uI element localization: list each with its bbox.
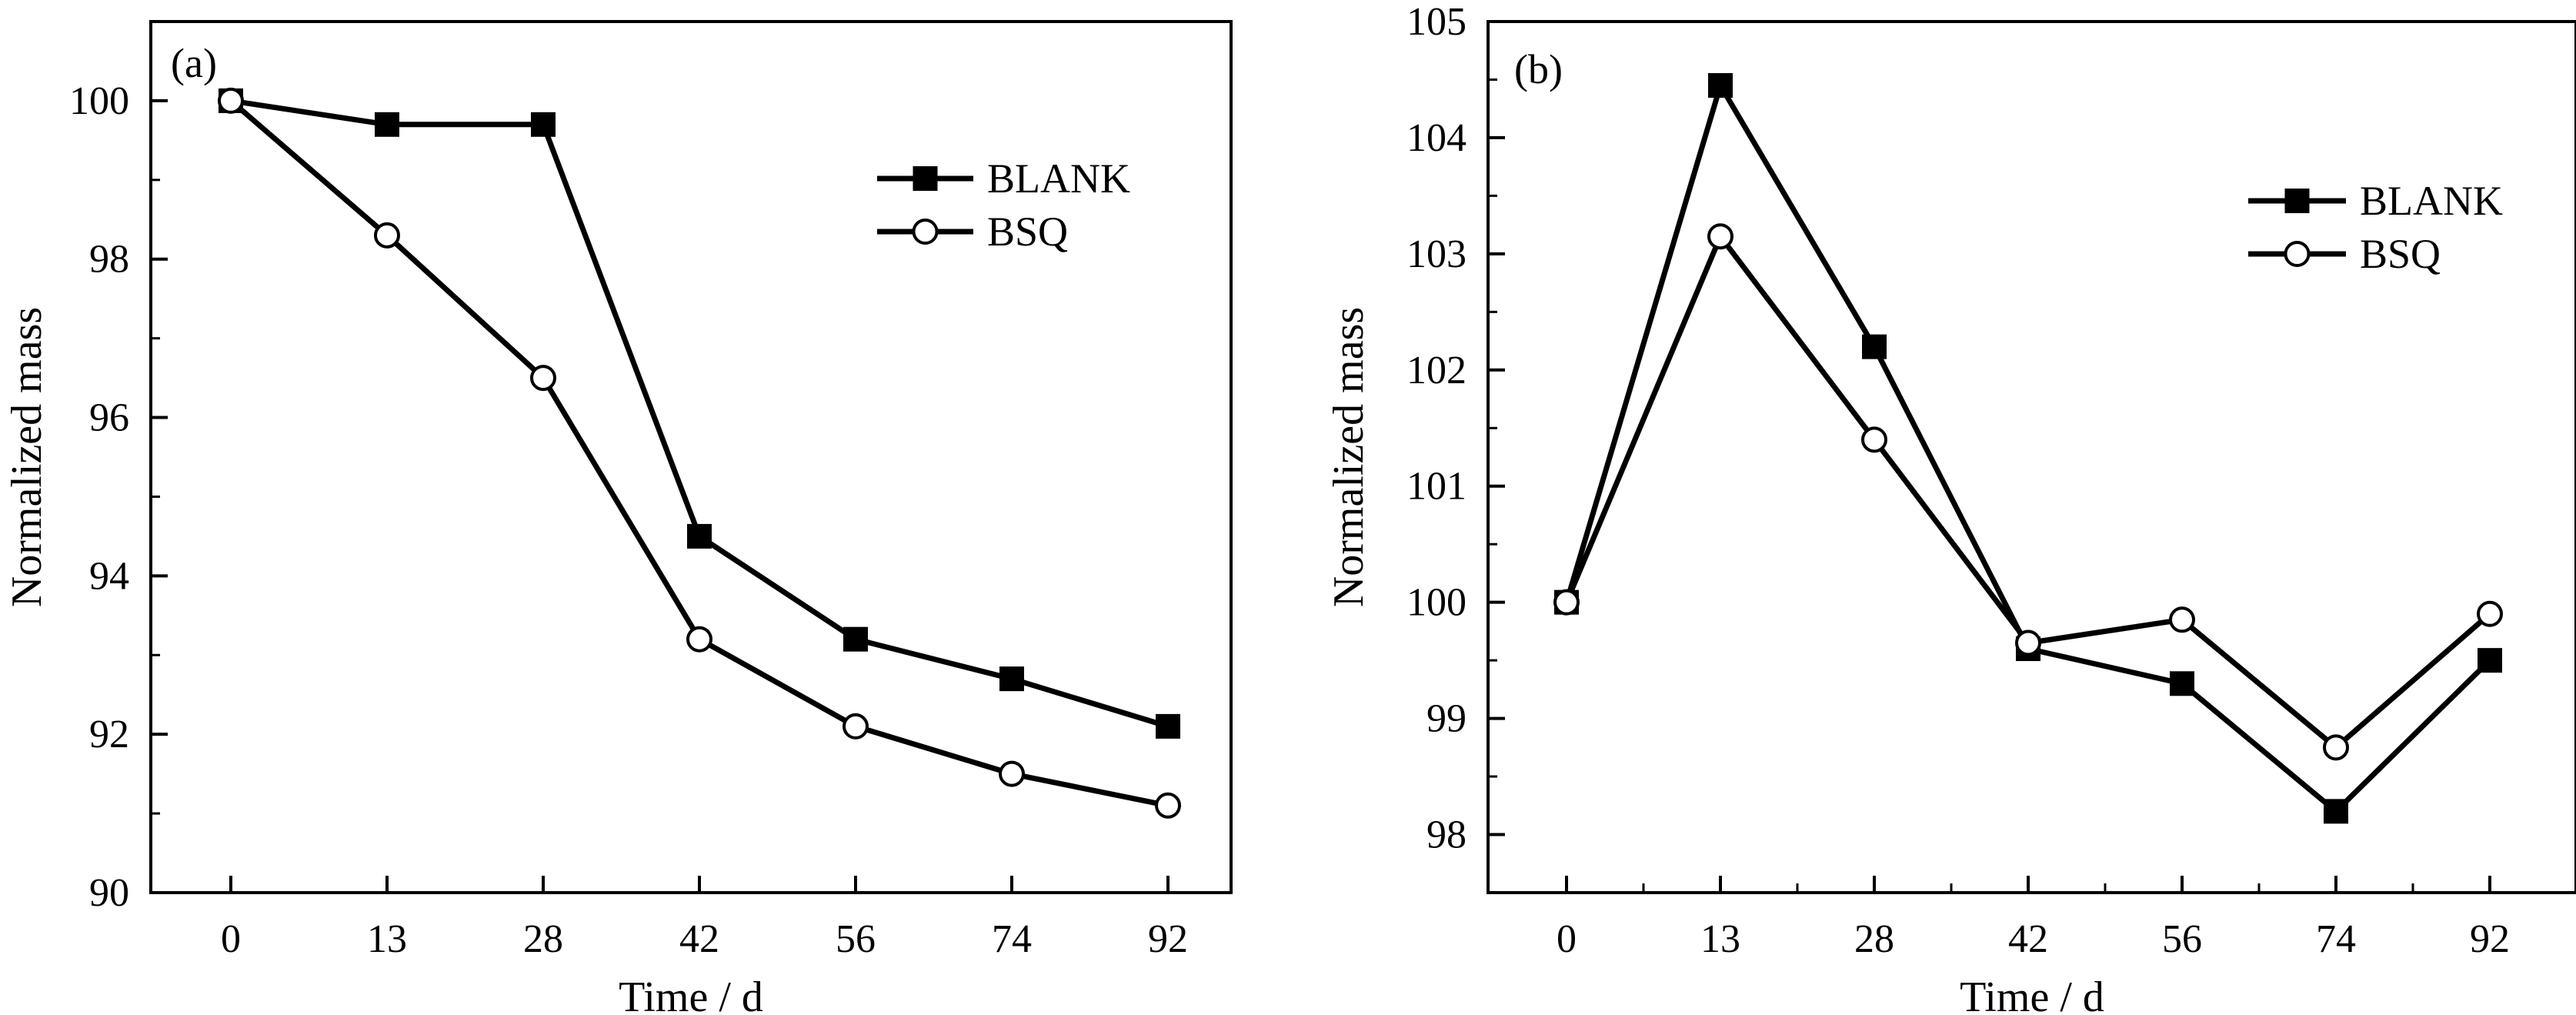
y-tick-label-0-2: 94: [89, 554, 129, 598]
x-axis-label-1: Time / d: [1960, 973, 2104, 1015]
x-tick-label-0-0: 0: [221, 917, 241, 961]
x-tick-label-0-1: 13: [367, 917, 407, 961]
blank-point-0-4: [843, 626, 868, 652]
blank-legend-label-0: BLANK: [987, 155, 1130, 202]
panel-label-0: (a): [171, 40, 217, 86]
blank-point-0-3: [687, 523, 712, 549]
y-tick-label-0-3: 96: [89, 396, 129, 440]
x-tick-label-1-5: 74: [2316, 917, 2356, 961]
panel-label-1: (b): [1514, 46, 1563, 92]
blank-legend-marker-1: [2284, 189, 2310, 213]
y-axis-label-1: Normalized mass: [1325, 307, 1373, 607]
x-tick-label-0-3: 42: [679, 917, 719, 961]
x-tick-label-1-6: 92: [2470, 917, 2510, 961]
chart-panel-1: 98 99 100 101 102 103 104 105 0 13 28 42 56 74 92 (b) Ti…: [1325, 0, 2576, 1015]
x-tick-label-1-1: 13: [1700, 917, 1740, 961]
x-tick-label-0-2: 28: [523, 917, 563, 961]
bsq-point-1-0: [1553, 589, 1580, 616]
y-tick-label-1-1: 99: [1426, 697, 1467, 741]
bsq-legend-marker-0: [912, 219, 939, 245]
y-tick-label-0-1: 92: [89, 713, 129, 756]
blank-point-1-1: [1708, 73, 1733, 98]
plot-frame-0: [149, 20, 1233, 894]
blank-point-0-5: [999, 666, 1024, 692]
bsq-point-1-3: [2015, 629, 2041, 656]
x-tick-label-0-5: 74: [992, 917, 1032, 961]
blank-point-1-5: [2324, 799, 2348, 824]
x-tick-label-1-2: 28: [1854, 917, 1894, 961]
bsq-point-0-4: [843, 713, 869, 740]
bsq-point-0-6: [1155, 792, 1181, 819]
y-tick-label-1-0: 98: [1426, 813, 1467, 857]
bsq-point-0-0: [218, 87, 244, 114]
y-tick-label-1-7: 105: [1406, 0, 1467, 44]
y-tick-label-1-5: 103: [1406, 232, 1467, 276]
bsq-point-0-1: [374, 222, 400, 249]
y-tick-label-0-5: 100: [69, 79, 129, 123]
y-tick-label-0-4: 98: [89, 238, 129, 282]
blank-legend-marker-0: [913, 166, 938, 191]
y-tick-label-0-0: 90: [89, 871, 129, 915]
blank-point-0-1: [375, 112, 399, 137]
blank-point-0-6: [1156, 713, 1180, 739]
bsq-legend-label-0: BSQ: [987, 209, 1068, 255]
bsq-point-1-1: [1707, 223, 1733, 250]
blank-point-0-2: [531, 112, 556, 137]
bsq-point-0-2: [530, 365, 556, 392]
y-axis-label-0: Normalized mass: [3, 307, 51, 607]
bsq-legend-marker-1: [2284, 241, 2311, 267]
x-tick-label-1-4: 56: [2162, 917, 2202, 961]
x-tick-label-1-0: 0: [1557, 917, 1577, 961]
blank-legend-label-1: BLANK: [2360, 178, 2503, 224]
y-tick-label-1-4: 102: [1406, 349, 1467, 392]
y-tick-label-1-3: 101: [1406, 465, 1467, 509]
blank-point-1-4: [2170, 671, 2194, 696]
bsq-point-1-2: [1861, 426, 1887, 453]
blank-point-1-2: [1862, 334, 1887, 359]
plot-frame-1: [1487, 20, 2576, 894]
bsq-legend-label-1: BSQ: [2360, 231, 2441, 277]
bsq-point-1-6: [2477, 600, 2503, 627]
blank-series-line-1: [1563, 82, 2493, 814]
bsq-point-1-4: [2169, 606, 2195, 633]
blank-point-1-6: [2478, 648, 2502, 673]
bsq-point-0-5: [999, 760, 1025, 787]
x-tick-label-0-6: 92: [1148, 917, 1188, 961]
bsq-series-line-1: [1563, 233, 2493, 750]
y-tick-label-1-6: 104: [1406, 116, 1467, 160]
y-tick-label-1-2: 100: [1406, 581, 1467, 625]
bsq-series-line-0: [228, 98, 1171, 809]
bsq-point-1-5: [2323, 734, 2349, 761]
chart-panel-0: 90 92 94 96 98 100 0 13 28 42 56 74 92 (a) Time / d Nor…: [3, 20, 1233, 1015]
x-tick-label-0-4: 56: [836, 917, 876, 961]
bsq-point-0-3: [686, 626, 712, 653]
x-tick-label-1-3: 42: [2008, 917, 2048, 961]
x-axis-label-0: Time / d: [619, 973, 763, 1015]
